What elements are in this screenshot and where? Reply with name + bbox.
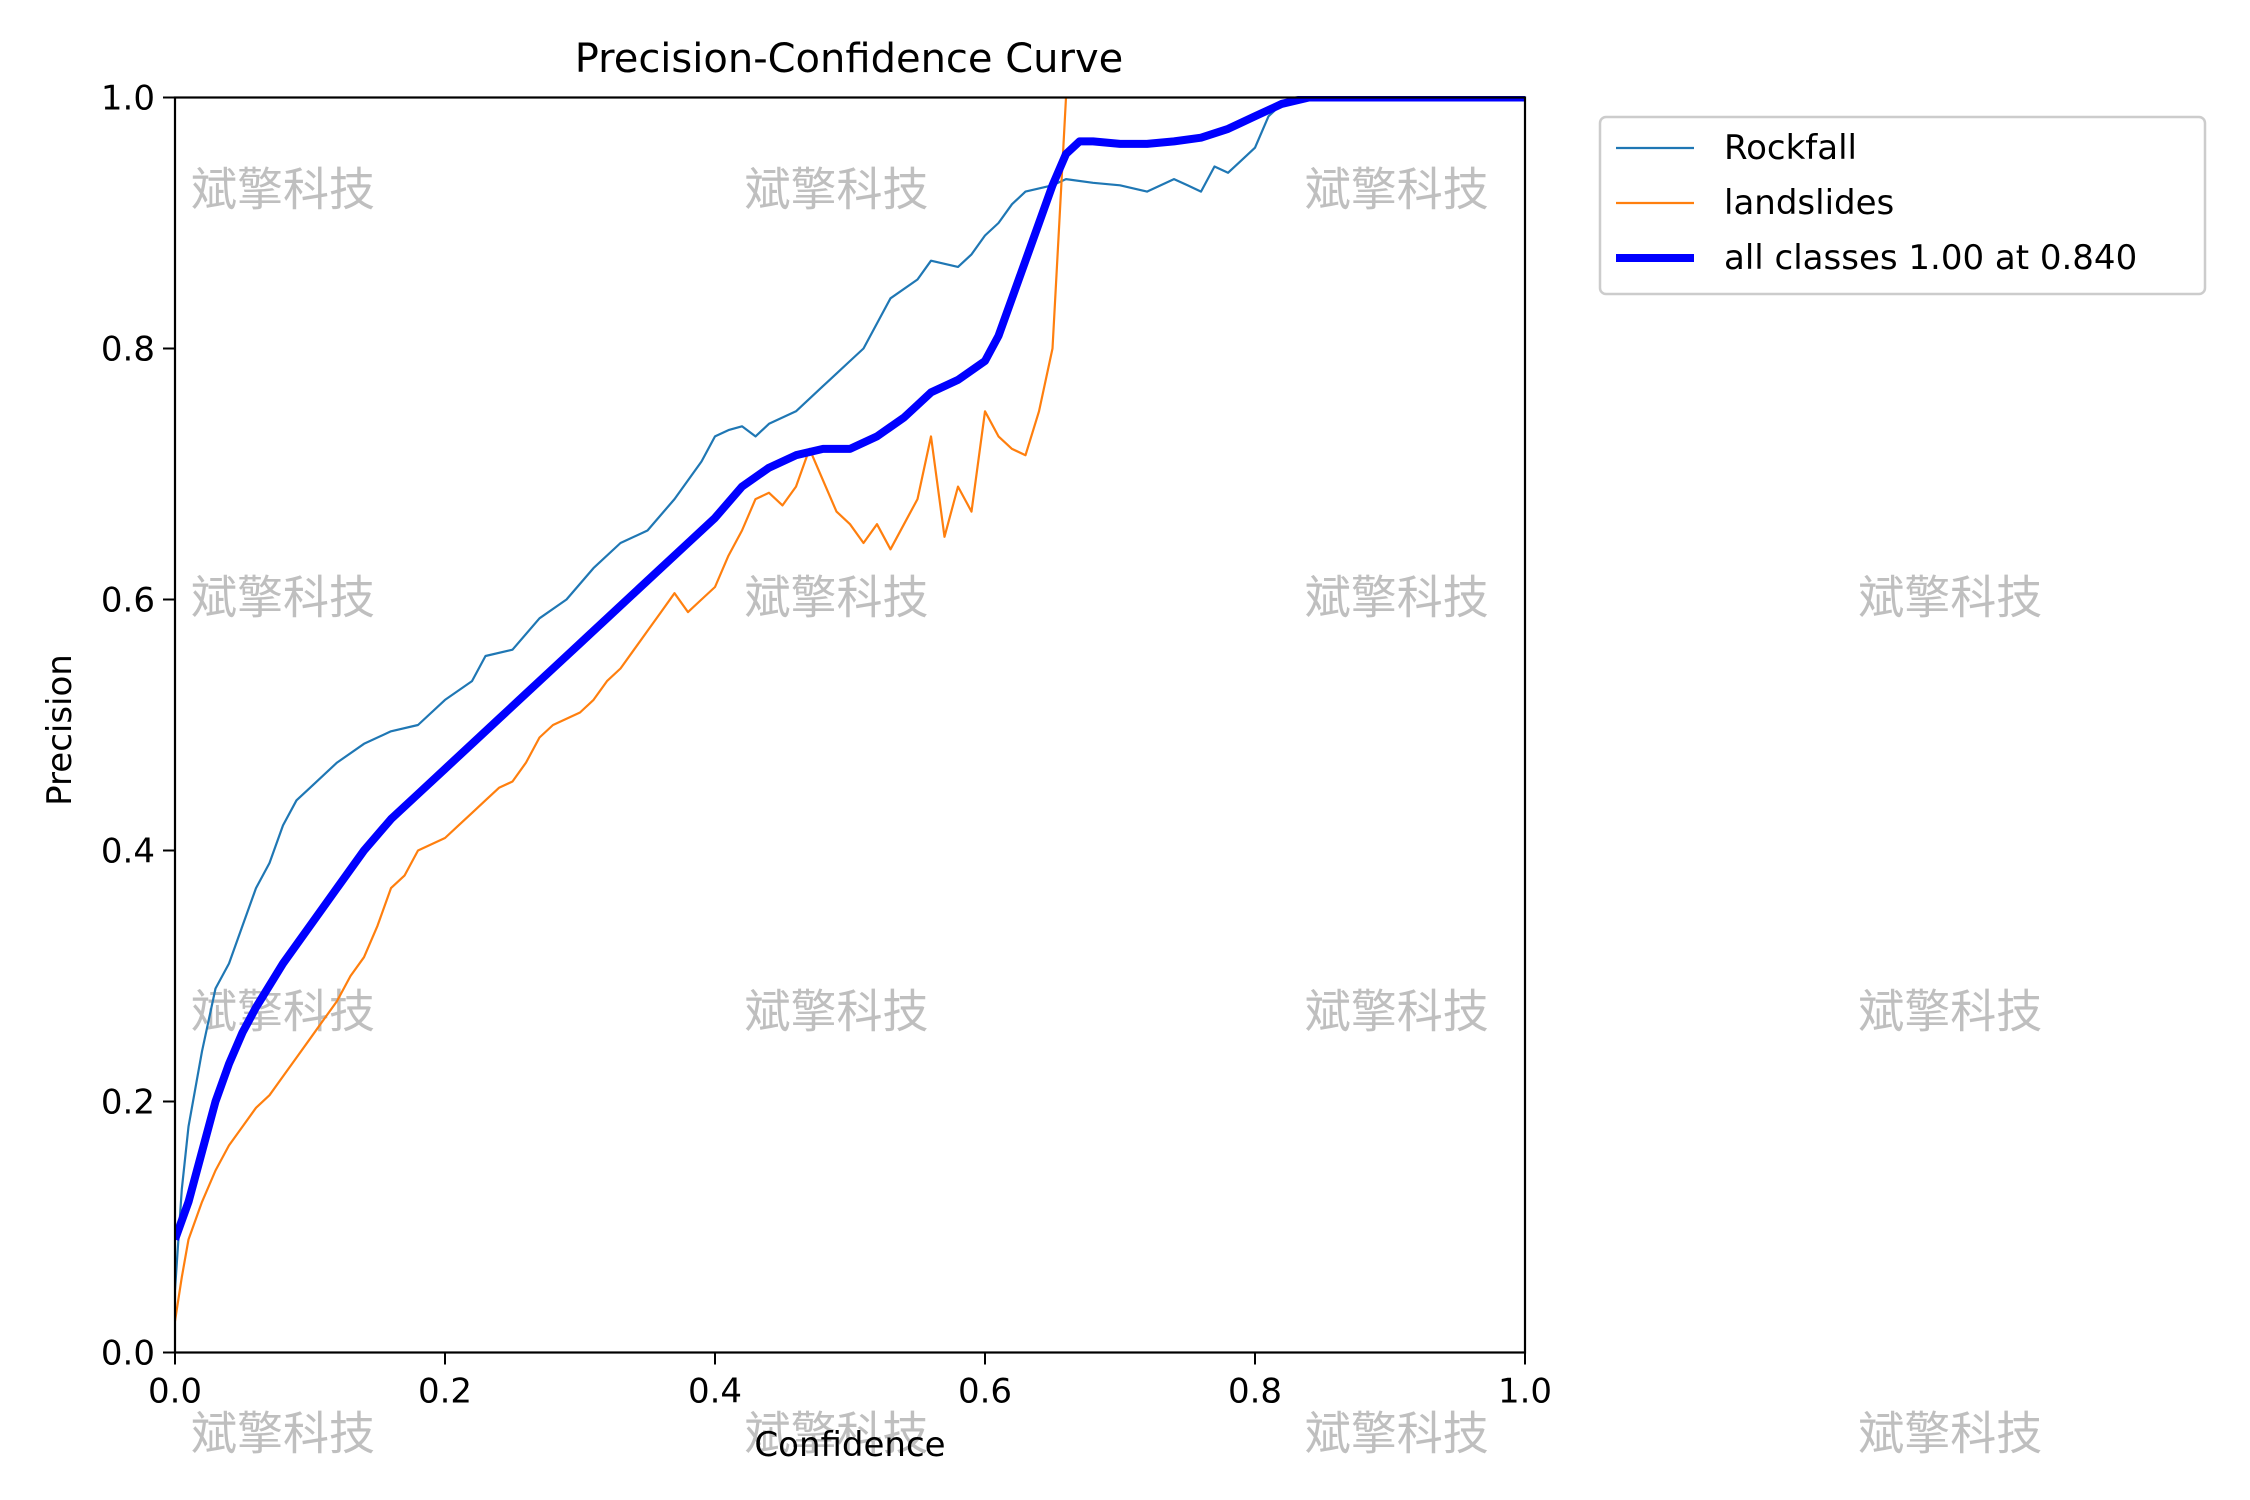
chart-title: Precision-Confidence Curve xyxy=(575,36,1124,82)
watermark-text: 斌擎科技 xyxy=(191,571,375,625)
legend-label-landslides: landslides xyxy=(1724,183,1894,223)
watermark-text: 斌擎科技 xyxy=(1305,163,1489,217)
x-tick-label: 0.4 xyxy=(688,1372,742,1412)
legend-label-rockfall: Rockfall xyxy=(1724,128,1857,168)
legend-box xyxy=(1598,115,2207,296)
watermark-text: 斌擎科技 xyxy=(1305,571,1489,625)
watermark-text: 斌擎科技 xyxy=(191,985,375,1039)
watermark-text: 斌擎科技 xyxy=(1305,985,1489,1039)
y-tick-label: 0.8 xyxy=(101,330,155,370)
series-all-classes-line xyxy=(175,96,1525,1241)
watermark-text: 斌擎科技 xyxy=(1858,571,2042,625)
x-tick-label: 1.0 xyxy=(1498,1372,1552,1412)
y-axis-ticks: 0.0 0.2 0.4 0.6 0.8 1.0 xyxy=(101,79,175,1374)
y-tick-label: 1.0 xyxy=(101,79,155,119)
y-tick-label: 0.0 xyxy=(101,1334,155,1374)
x-axis-label: Confidence xyxy=(754,1425,945,1465)
series-landslides-line xyxy=(175,97,1068,1322)
x-tick-label: 0.0 xyxy=(148,1372,202,1412)
x-axis-ticks: 0.0 0.2 0.4 0.6 0.8 1.0 xyxy=(148,1352,1552,1412)
watermark-text: 斌擎科技 xyxy=(745,571,929,625)
watermark-text: 斌擎科技 xyxy=(745,163,929,217)
plot-frame xyxy=(173,96,1527,1354)
watermark-text: 斌擎科技 xyxy=(745,1406,929,1460)
series-layer xyxy=(175,96,1525,1322)
x-tick-label: 0.2 xyxy=(418,1372,472,1412)
legend-label-all-classes: all classes 1.00 at 0.840 xyxy=(1724,238,2137,278)
watermark-text: 斌擎科技 xyxy=(1305,1406,1489,1460)
watermark-text: 斌擎科技 xyxy=(191,163,375,217)
watermark-text: 斌擎科技 xyxy=(1858,985,2042,1039)
series-rockfall-line xyxy=(175,96,1525,1290)
x-tick-label: 0.8 xyxy=(1228,1372,1282,1412)
y-tick-label: 0.6 xyxy=(101,581,155,621)
watermark-text: 斌擎科技 xyxy=(1858,1406,2042,1460)
y-axis-label: Precision xyxy=(40,654,80,806)
watermark-text: 斌擎科技 xyxy=(745,985,929,1039)
legend: Rockfall landslides all classes 1.00 at … xyxy=(1598,115,2207,296)
watermark-text: 斌擎科技 xyxy=(191,1406,375,1460)
x-tick-label: 0.6 xyxy=(958,1372,1012,1412)
y-tick-label: 0.2 xyxy=(101,1083,155,1123)
y-tick-label: 0.4 xyxy=(101,832,155,872)
